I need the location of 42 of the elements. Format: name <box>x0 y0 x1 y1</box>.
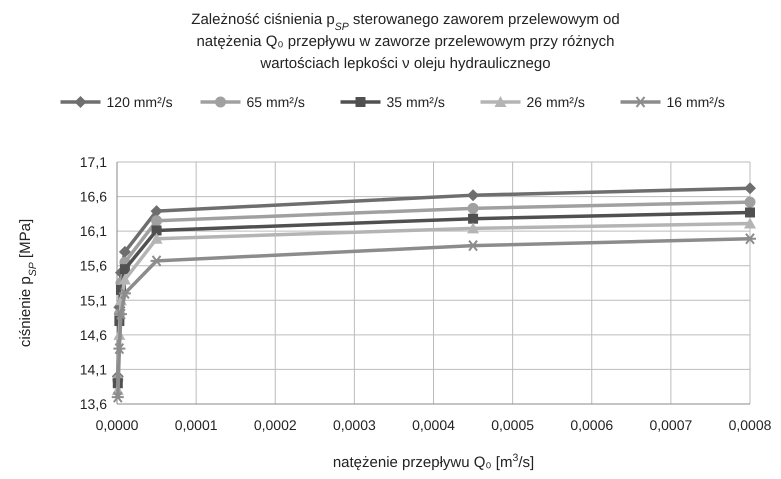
legend-label: 35 mm²/s <box>386 94 445 110</box>
x-axis-title: natężenie przepływu Q₀ [m$^{3}$/s] <box>332 452 534 471</box>
chart-title: Zależność ciśnienia p$_{SP}$ sterowanego zaworem przelewowym od natężenia Q₀ przepływu w zaworze przelewowym przy różnych wartościach lepkości ν oleju hydraulicznego <box>191 11 620 72</box>
point <box>744 218 756 229</box>
y-tick-label: 17,1 <box>80 154 108 170</box>
y-tick-label: 15,6 <box>80 258 108 274</box>
point <box>118 246 131 258</box>
point <box>112 342 126 355</box>
x-tick-label: 0,0002 <box>254 417 297 433</box>
point <box>745 207 755 218</box>
y-tick-label: 14,6 <box>80 326 108 343</box>
y-tick-label: 14,1 <box>80 361 108 378</box>
x-tick-label: 0,0006 <box>570 417 614 433</box>
legend-label: 16 mm²/s <box>666 94 725 110</box>
x-tick-label: 0,0001 <box>174 417 218 433</box>
point <box>118 274 131 285</box>
point <box>743 232 757 245</box>
y-tick-label: 16,1 <box>80 223 108 240</box>
point <box>120 264 130 274</box>
y-tick-label: 13,6 <box>80 396 108 412</box>
point <box>152 225 162 236</box>
y-tick-label: 15,1 <box>80 292 108 308</box>
point <box>114 308 128 320</box>
legend-label: 65 mm²/s <box>246 94 305 110</box>
point <box>744 196 756 208</box>
x-tick-label: 0,0000 <box>96 417 139 433</box>
point <box>467 222 480 234</box>
legend-label: 120 mm²/s <box>106 94 173 110</box>
x-tick-label: 0,0003 <box>332 417 376 433</box>
x-tick-label: 0,0004 <box>412 417 456 433</box>
legend-label: 26 mm²/s <box>526 94 585 110</box>
point <box>151 215 162 226</box>
x-tick-label: 0,0005 <box>491 417 534 433</box>
x-tick-label: 0,0007 <box>649 417 692 433</box>
x-tick-label: 0,0008 <box>728 417 772 433</box>
point <box>468 214 478 224</box>
point <box>468 202 479 214</box>
point <box>110 391 125 404</box>
y-tick-label: 16,6 <box>80 188 108 205</box>
point <box>118 287 132 300</box>
point <box>744 182 756 194</box>
point <box>150 232 163 244</box>
